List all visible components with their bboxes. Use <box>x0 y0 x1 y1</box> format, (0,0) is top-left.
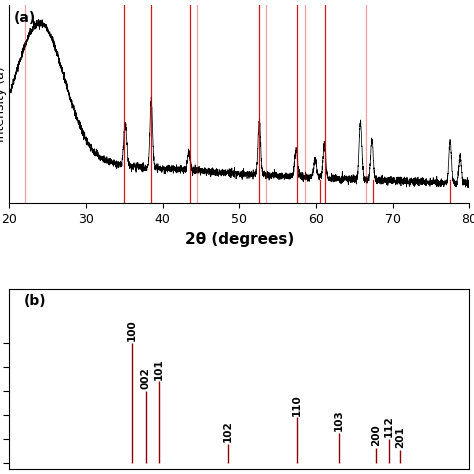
Text: 102: 102 <box>223 420 233 442</box>
Text: 201: 201 <box>395 427 405 448</box>
Text: (b): (b) <box>23 294 46 308</box>
Text: 100: 100 <box>127 319 137 341</box>
Text: 103: 103 <box>334 410 344 431</box>
Y-axis label: Intensity (a): Intensity (a) <box>0 66 7 142</box>
Text: (a): (a) <box>14 11 36 25</box>
Text: 112: 112 <box>384 416 394 438</box>
Text: 002: 002 <box>141 367 151 389</box>
Text: 110: 110 <box>292 394 302 416</box>
Text: 101: 101 <box>154 358 164 380</box>
Text: 200: 200 <box>371 424 381 446</box>
X-axis label: 2θ (degrees): 2θ (degrees) <box>185 232 294 246</box>
